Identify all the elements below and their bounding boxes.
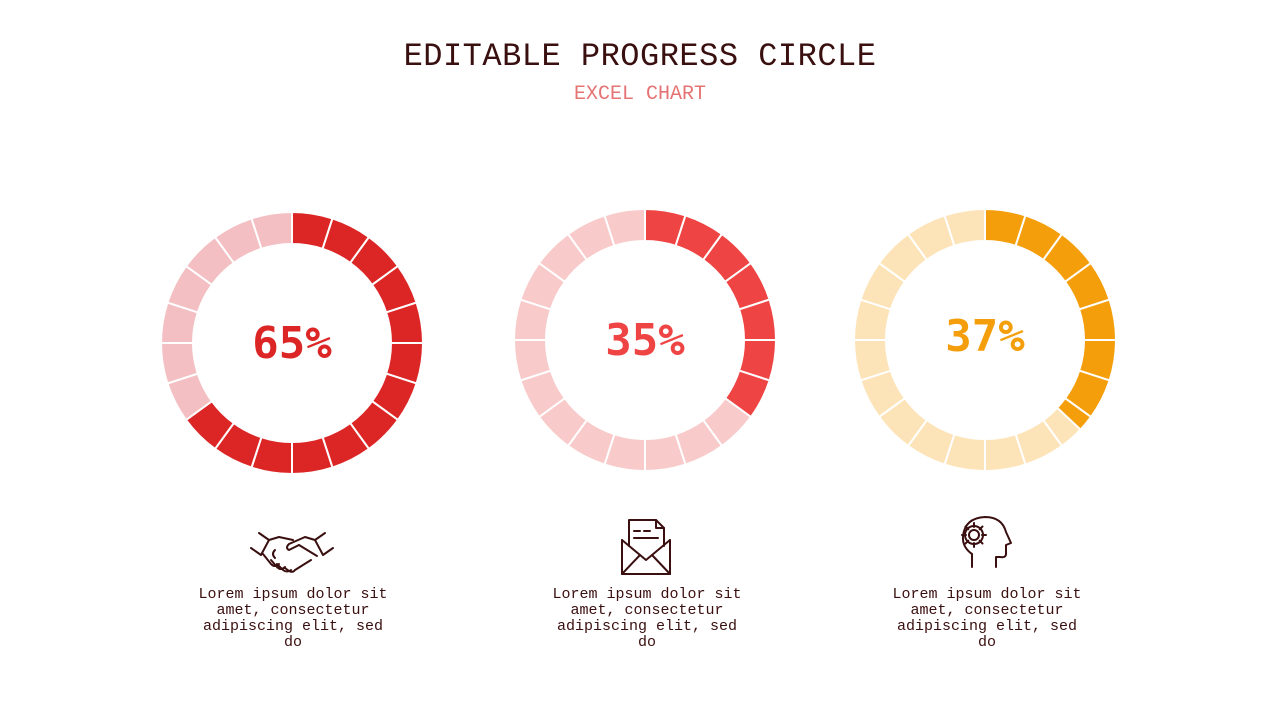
ring-segment-track: [943, 207, 986, 248]
item-description-1: Lorem ipsum dolor sit amet, consectetur …: [198, 586, 388, 651]
page-title: EDITABLE PROGRESS CIRCLE: [403, 38, 877, 75]
ring-segment-track: [250, 210, 293, 251]
head-gear-icon: [956, 514, 1016, 570]
envelope-icon: [620, 518, 672, 576]
progress-ring-3: [852, 207, 1118, 473]
item-description-3: Lorem ipsum dolor sit amet, consectetur …: [892, 586, 1082, 651]
ring-segment-track: [603, 207, 646, 248]
progress-ring-1: [159, 210, 425, 476]
handshake-icon: [249, 520, 335, 574]
page-subtitle: EXCEL CHART: [573, 83, 707, 106]
progress-circle-1: 65%: [157, 208, 427, 478]
progress-value-3: 37%: [945, 310, 1025, 362]
progress-ring-2: [512, 207, 778, 473]
progress-value-2: 35%: [605, 314, 685, 366]
progress-value-1: 65%: [252, 317, 332, 369]
progress-circle-2: 35%: [510, 205, 780, 475]
item-description-2: Lorem ipsum dolor sit amet, consectetur …: [552, 586, 742, 651]
progress-circle-3: 37%: [850, 205, 1120, 475]
